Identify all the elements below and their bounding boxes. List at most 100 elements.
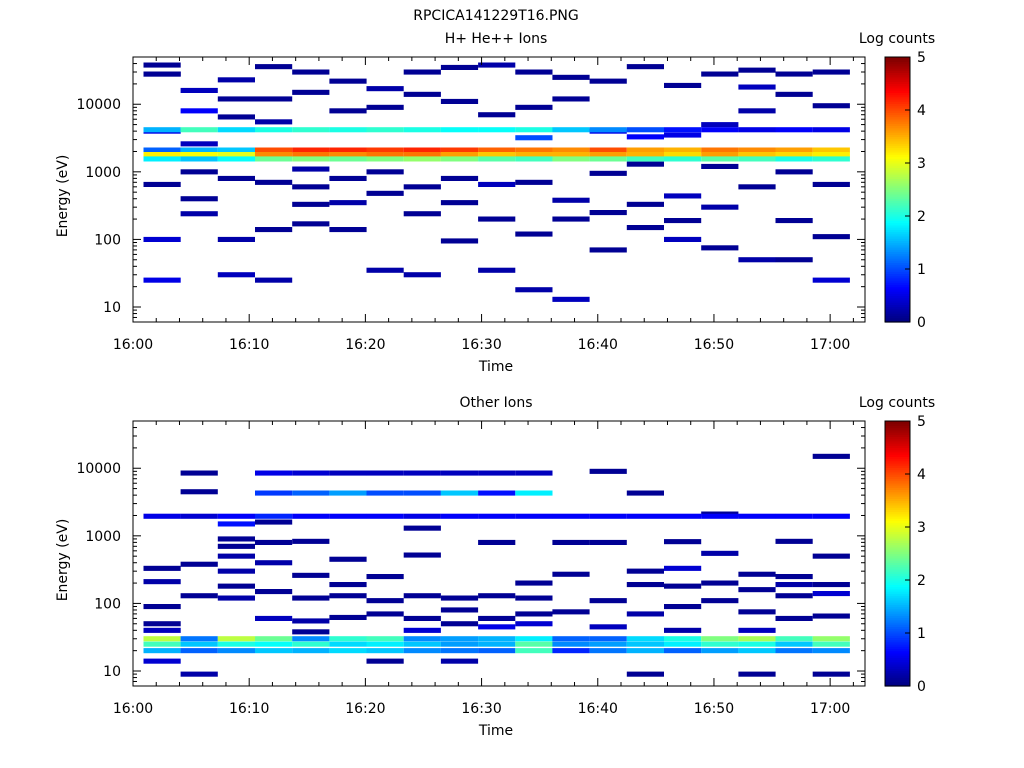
heatmap-band-cell [478,152,516,158]
heatmap-cell [478,593,516,599]
colorbar-segment [885,156,910,160]
y-tick-label: 10000 [76,461,121,477]
heatmap-cell [552,296,590,302]
heatmap-band-cell [701,147,739,153]
heatmap-cell [478,615,516,621]
colorbar-tick-label: 2 [917,573,926,589]
colorbar-segment [885,615,910,619]
colorbar-segment [885,451,910,455]
colorbar-segment [885,511,910,515]
heatmap-cell [775,218,813,224]
heatmap-band-cell [626,127,664,133]
heatmap-band-cell [292,127,330,133]
heatmap-cell [589,78,627,84]
heatmap-cell [626,611,664,617]
colorbar-segment [885,549,910,552]
heatmap-cell [664,236,702,242]
heatmap-band-cell [626,641,664,647]
heatmap-cell [738,609,776,615]
colorbar-segment [885,136,910,140]
colorbar-segment [885,599,910,603]
colorbar-segment [885,557,910,561]
colorbar-segment [885,235,910,239]
heatmap-cell [812,582,850,588]
heatmap-cell [292,595,330,601]
heatmap-cell [143,579,181,585]
colorbar-segment [885,127,910,131]
colorbar-segment [885,174,910,177]
axis-ticks: 16:00 16:10 16:20 16:30 16:40 16:50 17:00 10 100… [76,56,865,353]
colorbar-segment [885,224,910,228]
x-tick-label: 16:10 [229,337,269,353]
heatmap-cell [626,161,664,167]
colorbar-tick-label: 0 [917,315,926,331]
heatmap-cell [738,587,776,593]
colorbar-segment [885,240,910,244]
colorbar-segment [885,200,910,204]
colorbar-segment [885,282,910,286]
colorbar-tick-label: 0 [917,679,926,695]
colorbar-segment [885,304,910,308]
colorbar-segment [885,204,910,208]
heatmap-cell [180,489,218,495]
heatmap-cell [366,598,404,604]
colorbar-segment [885,110,910,113]
colorbar-segment [885,147,910,151]
heatmap-cell [217,568,255,574]
colorbar-segment [885,639,910,643]
heatmap-band-cell [143,641,181,647]
heatmap-band-cell [366,490,404,496]
heatmap-band-cell [329,648,367,654]
heatmap-cell [626,134,664,140]
colorbar-segment [885,310,910,314]
heatmap-band-cell [701,641,739,647]
heatmap-band-cell [478,470,516,476]
colorbar-segment [885,485,910,488]
heatmap-cell [552,74,590,80]
colorbar-tick-label: 5 [917,414,926,430]
heatmap-band-cell [143,152,181,158]
heatmap-cell [589,247,627,253]
heatmap-cell [775,538,813,544]
colorbar-segment [885,76,910,80]
heatmap-band-cell [366,152,404,158]
y-tick-label: 1000 [85,529,121,545]
colorbar-segment [885,171,910,175]
heatmap-band-cell [478,490,516,496]
colorbar-segment [885,202,910,206]
colorbar-segment [885,610,910,614]
colorbar-segment [885,187,910,191]
heatmap-band-cell [626,156,664,162]
axis-ticks: 16:00 16:10 16:20 16:30 16:40 16:50 17:00 10 100… [76,420,865,717]
colorbar: 0 1 2 3 4 5 [884,50,926,331]
heatmap-band-cell [589,641,627,647]
colorbar-segment [885,668,910,672]
colorbar-segment [885,269,910,272]
colorbar-segment [885,213,910,217]
colorbar-segment [885,456,910,460]
heatmap-cell [478,181,516,187]
heatmap-band-cell [217,152,255,158]
colorbar-segment [885,571,910,574]
x-tick-label: 16:00 [113,337,153,353]
panel-other-ions: Other Ions Log counts 16:00 16:10 16:20 16:… [55,395,935,739]
heatmap-band-cell [701,152,739,158]
colorbar-tick-label: 1 [917,262,926,278]
heatmap-band-cell [589,147,627,153]
heatmap-cell [589,598,627,604]
heatmap-band-cell [329,641,367,647]
heatmap-cell [180,196,218,202]
heatmap-band-cell [478,641,516,647]
heatmap-cell [255,119,293,125]
plot-frame [132,56,866,323]
heatmap-band-cell [775,641,813,647]
colorbar-segment [885,454,910,457]
heatmap-cell [255,227,293,233]
colorbar-segment [885,165,910,169]
heatmap-cell [440,238,479,244]
heatmap-cell [143,621,181,627]
colorbar-segment [885,644,910,647]
heatmap-cell [329,556,367,562]
colorbar-segment [885,253,910,257]
colorbar-segment [885,218,910,222]
